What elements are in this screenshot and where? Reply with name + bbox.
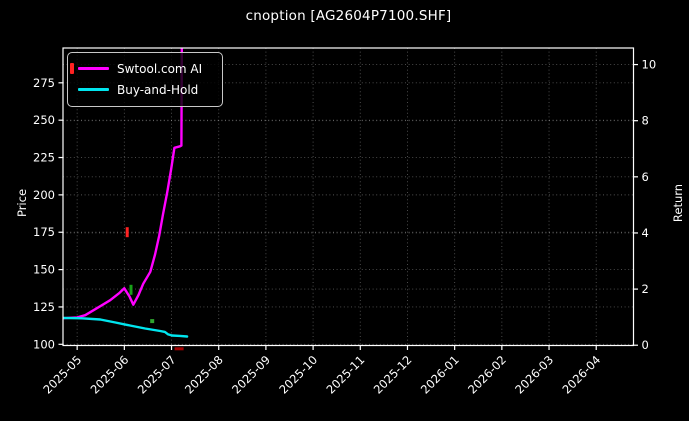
x-tick-label: 2026-01 <box>418 353 462 397</box>
ai-line-swatch <box>78 67 109 70</box>
series-line-ai <box>63 48 184 320</box>
x-tick-label: 2025-06 <box>88 353 132 397</box>
return-tick-label: 2 <box>642 282 649 296</box>
x-tick-label: 2025-08 <box>182 353 226 397</box>
x-tick-label: 2025-12 <box>371 353 415 397</box>
x-tick-label: 2025-11 <box>324 353 368 397</box>
return-tick-label: 0 <box>642 338 649 352</box>
axes-spines <box>62 47 635 347</box>
return-tick-label: 4 <box>642 226 649 240</box>
buy-and-hold-line-swatch <box>78 88 109 91</box>
signal-marker-red-upper <box>125 227 129 238</box>
legend-label-ai: Swtool.com AI <box>117 61 203 76</box>
legend: Swtool.com AI Buy-and-Hold <box>67 52 223 107</box>
return-tick-label: 10 <box>642 58 657 72</box>
y-axis-label-return: Return <box>671 183 685 223</box>
chart-title: cnoption [AG2604P7100.SHF] <box>245 8 452 24</box>
x-tick-label: 2025-05 <box>40 353 84 397</box>
legend-label-buy-and-hold: Buy-and-Hold <box>117 82 199 97</box>
return-tick-label: 8 <box>642 114 649 128</box>
x-tick-label: 2026-03 <box>512 353 556 397</box>
return-tick-label: 6 <box>642 170 649 184</box>
price-tick-label: 250 <box>33 113 55 127</box>
signal-marker-red-lower <box>174 347 184 351</box>
signal-marker-green-dot <box>150 319 155 324</box>
price-tick-label: 225 <box>33 151 55 165</box>
price-tick-label: 100 <box>33 337 55 351</box>
x-tick-label: 2025-09 <box>229 353 273 397</box>
price-tick-label: 150 <box>33 263 55 277</box>
legend-red-dash-marker <box>70 63 74 74</box>
price-tick-label: 200 <box>33 188 55 202</box>
signal-marker-green-mid <box>129 284 133 295</box>
x-tick-label: 2025-10 <box>276 353 320 397</box>
x-tick-label: 2026-02 <box>465 353 509 397</box>
price-tick-label: 275 <box>33 76 55 90</box>
legend-item-buy-and-hold: Buy-and-Hold <box>78 79 212 100</box>
series-line-buy-and-hold <box>63 316 189 338</box>
x-tick-label: 2025-07 <box>135 353 179 397</box>
x-tick-label: 2026-04 <box>559 353 603 397</box>
price-tick-label: 125 <box>33 300 55 314</box>
price-tick-label: 175 <box>33 225 55 239</box>
y-axis-label-price: Price <box>15 188 29 218</box>
legend-item-ai: Swtool.com AI <box>78 58 212 79</box>
